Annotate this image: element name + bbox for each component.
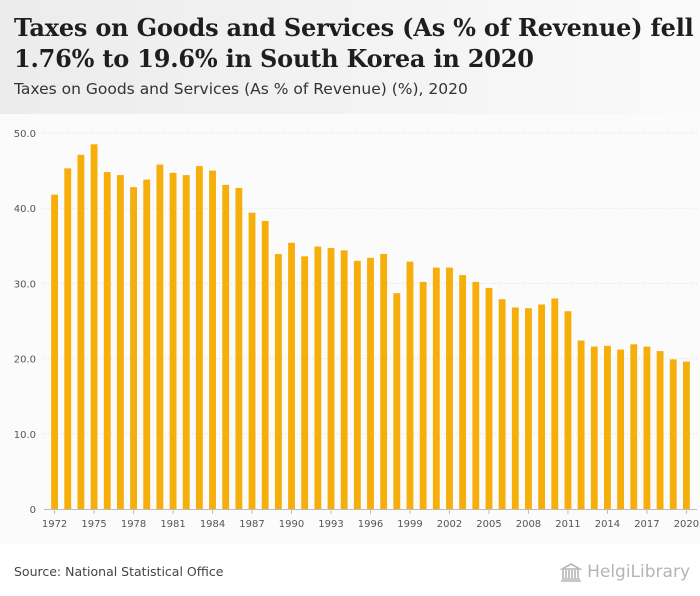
bar xyxy=(617,349,625,509)
bar xyxy=(669,359,677,509)
logo-text: HelgiLibrary xyxy=(587,562,690,582)
x-tick-label: 2017 xyxy=(634,519,659,530)
x-tick-label: 2005 xyxy=(476,519,501,530)
source-note: Source: National Statistical Office xyxy=(14,564,224,579)
bar xyxy=(90,144,98,509)
bar xyxy=(314,246,322,509)
bar xyxy=(682,361,690,509)
bar xyxy=(248,212,256,509)
bars xyxy=(51,144,690,510)
bar xyxy=(472,281,480,509)
bar xyxy=(103,172,111,509)
bar xyxy=(130,187,137,510)
y-tick-label: 40.0 xyxy=(14,204,36,215)
bar xyxy=(353,260,361,509)
bar xyxy=(630,344,638,509)
y-tick-label: 20.0 xyxy=(14,355,36,366)
bar xyxy=(235,187,243,509)
bar xyxy=(393,293,401,509)
x-tick-label: 1996 xyxy=(358,519,383,530)
y-tick-label: 0 xyxy=(30,505,36,516)
bar xyxy=(116,175,124,509)
x-tick-label: 2014 xyxy=(595,519,620,530)
bar xyxy=(577,340,585,509)
bar xyxy=(222,184,230,509)
chart-subtitle: Taxes on Goods and Services (As % of Rev… xyxy=(14,80,468,98)
x-tick-label: 1999 xyxy=(397,519,422,530)
header-banner: Taxes on Goods and Services (As % of Rev… xyxy=(0,0,700,114)
bar xyxy=(498,299,506,509)
bar xyxy=(419,281,427,509)
bar xyxy=(590,346,598,509)
bar xyxy=(551,298,559,509)
helgilibrary-logo[interactable]: HelgiLibrary xyxy=(560,560,690,584)
library-building-icon xyxy=(560,563,583,582)
y-tick-label: 10.0 xyxy=(14,430,36,441)
bar xyxy=(643,346,651,509)
x-tick-label: 1975 xyxy=(81,519,106,530)
x-tick-label: 2002 xyxy=(437,519,462,530)
bar xyxy=(538,304,546,509)
x-tick-label: 1990 xyxy=(279,519,304,530)
bar xyxy=(274,254,282,509)
bar xyxy=(525,308,532,509)
bar xyxy=(446,267,453,509)
bar xyxy=(156,164,164,510)
bar xyxy=(195,166,203,509)
bar xyxy=(143,179,151,509)
bar xyxy=(169,172,177,509)
bar xyxy=(380,254,388,509)
bar xyxy=(51,194,59,509)
x-tick-label: 1972 xyxy=(42,519,67,530)
x-tick-label: 2020 xyxy=(674,519,699,530)
bar xyxy=(182,175,190,509)
x-tick-label: 1993 xyxy=(318,519,343,530)
x-axis-ticks: 1972 1975 1978 1981 1984 1987 1990 1993 1996 1999… xyxy=(42,509,699,530)
x-tick-label: 2011 xyxy=(555,519,580,530)
bar xyxy=(511,307,519,509)
bar xyxy=(367,257,374,509)
bar xyxy=(64,168,72,509)
bar xyxy=(261,220,269,509)
x-tick-label: 1978 xyxy=(121,519,146,530)
bar xyxy=(340,250,348,509)
x-tick-label: 1987 xyxy=(239,519,264,530)
bar xyxy=(301,256,309,509)
y-tick-label: 30.0 xyxy=(14,279,36,290)
bar xyxy=(459,275,467,509)
bar xyxy=(288,242,295,510)
x-tick-label: 1981 xyxy=(160,519,185,530)
bar xyxy=(406,261,414,509)
bar xyxy=(432,267,440,509)
x-tick-label: 2008 xyxy=(516,519,541,530)
y-axis-ticks: 0 10.0 20.0 30.0 40.0 50.0 xyxy=(14,129,36,516)
chart-title: Taxes on Goods and Services (As % of Rev… xyxy=(14,13,694,73)
y-tick-label: 50.0 xyxy=(14,129,36,140)
bar xyxy=(604,345,611,509)
bar xyxy=(656,351,664,509)
x-tick-label: 1984 xyxy=(200,519,225,530)
bar xyxy=(485,287,493,509)
bar xyxy=(327,248,335,509)
bar xyxy=(564,311,572,509)
bar xyxy=(77,154,85,510)
bar xyxy=(209,170,216,509)
